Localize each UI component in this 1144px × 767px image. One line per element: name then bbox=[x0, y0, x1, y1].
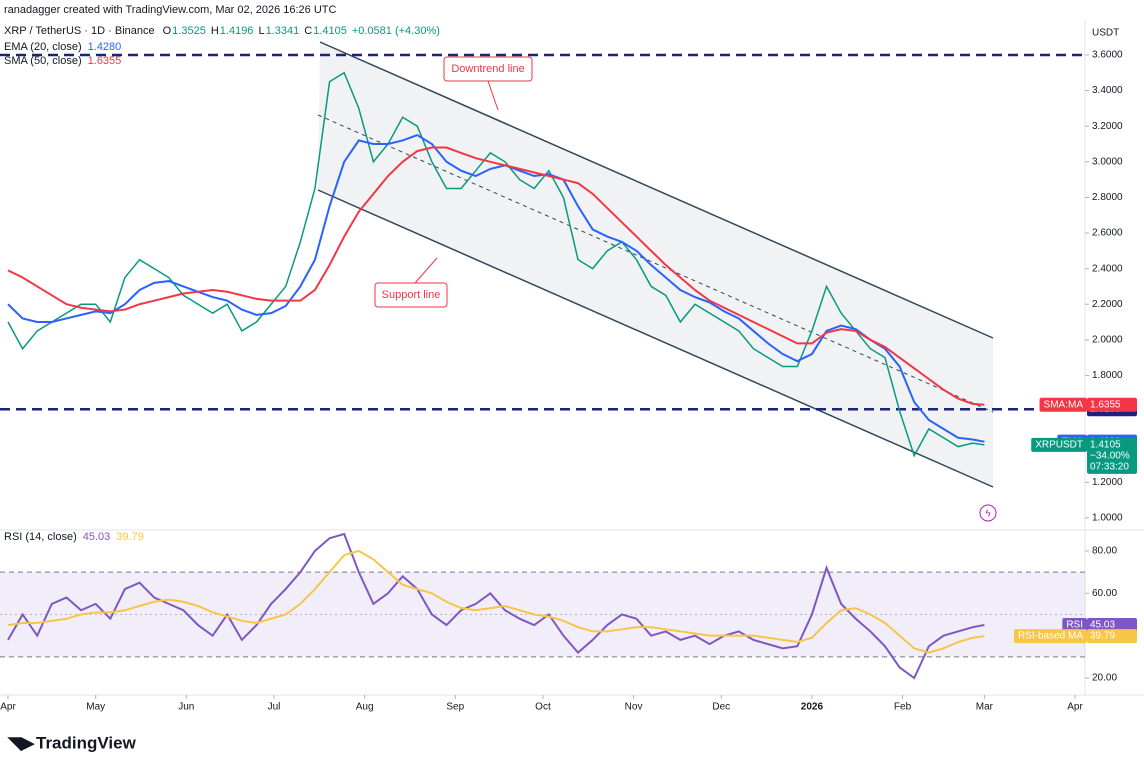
price-tag-value: 45.03 bbox=[1090, 620, 1115, 631]
brand: TradingView bbox=[36, 733, 137, 752]
x-tick-label: May bbox=[86, 702, 105, 713]
brand-logo: ◥▶ bbox=[7, 733, 35, 752]
plot: 1.0000 1.2000 1.8000 2.0000 2.2000 2.4000 2.60… bbox=[0, 50, 1137, 713]
y-tick-label: 3.2000 bbox=[1092, 121, 1123, 132]
y-tick-label: 2.8000 bbox=[1092, 192, 1123, 203]
series-line bbox=[7, 71, 985, 458]
y-tick-label: 2.6000 bbox=[1092, 228, 1123, 239]
annotation: Downtrend line bbox=[451, 63, 524, 75]
header-text: XRP / TetherUS · 1D · Binance bbox=[4, 25, 155, 37]
header-text: EMA (20, close) bbox=[4, 41, 82, 53]
rsi-band bbox=[0, 572, 1085, 657]
channel-fill bbox=[318, 42, 993, 487]
x-tick-label: Nov bbox=[625, 702, 643, 713]
alert-icon-glyph[interactable]: ϟ bbox=[985, 509, 991, 520]
downtrend-line bbox=[319, 41, 994, 339]
price-tag-detail: −34.00% bbox=[1090, 451, 1130, 462]
credit: ranadagger created with TradingView.com,… bbox=[4, 4, 336, 16]
price-tag bbox=[1087, 397, 1137, 412]
price-tag bbox=[1087, 629, 1137, 644]
currency: USDT bbox=[1092, 28, 1119, 39]
x-tick-label: 2026 bbox=[801, 702, 824, 713]
price-tag-name-box bbox=[1013, 629, 1087, 644]
header-text: RSI (14, close) bbox=[4, 531, 77, 543]
price-tag-name: RSI bbox=[1066, 620, 1083, 631]
y-tick-label: 20.00 bbox=[1092, 673, 1117, 684]
header-text: 1.6355 bbox=[88, 55, 122, 67]
header-text: O bbox=[163, 25, 172, 37]
header-text: SMA (50, close) bbox=[4, 55, 82, 67]
price-tag bbox=[1087, 618, 1137, 633]
y-tick-label: 2.2000 bbox=[1092, 299, 1123, 310]
x-tick-label: Aug bbox=[356, 702, 374, 713]
x-tick-label: Jun bbox=[178, 702, 194, 713]
price-tag-value: 1.4105 bbox=[1090, 440, 1121, 451]
header-text: 45.03 bbox=[83, 531, 111, 543]
header-text: 1.4105 bbox=[313, 25, 347, 37]
header-text: C bbox=[304, 25, 312, 37]
price-tag-name: XRPUSDT bbox=[1035, 440, 1083, 451]
x-tick-label: Sep bbox=[446, 702, 464, 713]
price-tag bbox=[1087, 437, 1137, 474]
price-tag-name: SMA:MA bbox=[1044, 399, 1084, 410]
y-tick-label: 1.8000 bbox=[1092, 370, 1123, 381]
y-tick-label: 80.00 bbox=[1092, 546, 1117, 557]
price-tag-value: 39.79 bbox=[1090, 631, 1115, 642]
header-text: 1.3525 bbox=[172, 25, 206, 37]
x-tick-label: Dec bbox=[712, 702, 730, 713]
y-tick-label: 1.2000 bbox=[1092, 477, 1123, 488]
x-tick-label: Oct bbox=[535, 702, 551, 713]
y-tick-label: 1.0000 bbox=[1092, 513, 1123, 524]
header-text: 1.4280 bbox=[88, 41, 122, 53]
x-tick-label: Jul bbox=[268, 702, 281, 713]
price-tag-name-box bbox=[1062, 618, 1087, 633]
header-text: +0.0581 (+4.30%) bbox=[352, 25, 440, 37]
annotation-box bbox=[374, 282, 448, 308]
annotation-arrow bbox=[487, 80, 499, 111]
y-tick-label: 3.0000 bbox=[1092, 156, 1123, 167]
header-text: 39.79 bbox=[116, 531, 144, 543]
price-tag-name: RSI-based MA bbox=[1018, 631, 1083, 642]
annotation: Support line bbox=[382, 289, 441, 301]
price-tag-name-box bbox=[1031, 437, 1087, 452]
price-tag-name-box bbox=[1039, 397, 1087, 412]
header: XRP / TetherUS · 1D · Binance O 1.3525 H 1.4… bbox=[4, 25, 440, 543]
header-text: 1.4196 bbox=[220, 25, 254, 37]
y-tick-label: 2.4000 bbox=[1092, 263, 1123, 274]
annotation-arrow bbox=[414, 257, 438, 284]
header-text: L bbox=[258, 25, 264, 37]
channel-midline bbox=[317, 114, 994, 413]
y-tick-label: 3.6000 bbox=[1092, 50, 1123, 61]
header-text: H bbox=[211, 25, 219, 37]
y-tick-label: 2.0000 bbox=[1092, 334, 1123, 345]
series-line bbox=[7, 532, 985, 680]
price-tag-detail: 07:33:20 bbox=[1090, 462, 1129, 473]
y-tick-label: 60.00 bbox=[1092, 588, 1117, 599]
header-text: 1.3341 bbox=[266, 25, 300, 37]
series-line bbox=[7, 146, 985, 406]
x-tick-label: Feb bbox=[894, 702, 912, 713]
price-tag-value: 1.6355 bbox=[1090, 399, 1121, 410]
x-tick-label: Mar bbox=[976, 702, 994, 713]
x-tick-label: Apr bbox=[1067, 702, 1083, 713]
support-line bbox=[317, 189, 994, 488]
alert-icon[interactable] bbox=[979, 504, 997, 522]
x-tick-label: Apr bbox=[0, 702, 16, 713]
y-tick-label: 3.4000 bbox=[1092, 85, 1123, 96]
series-line bbox=[7, 549, 985, 654]
